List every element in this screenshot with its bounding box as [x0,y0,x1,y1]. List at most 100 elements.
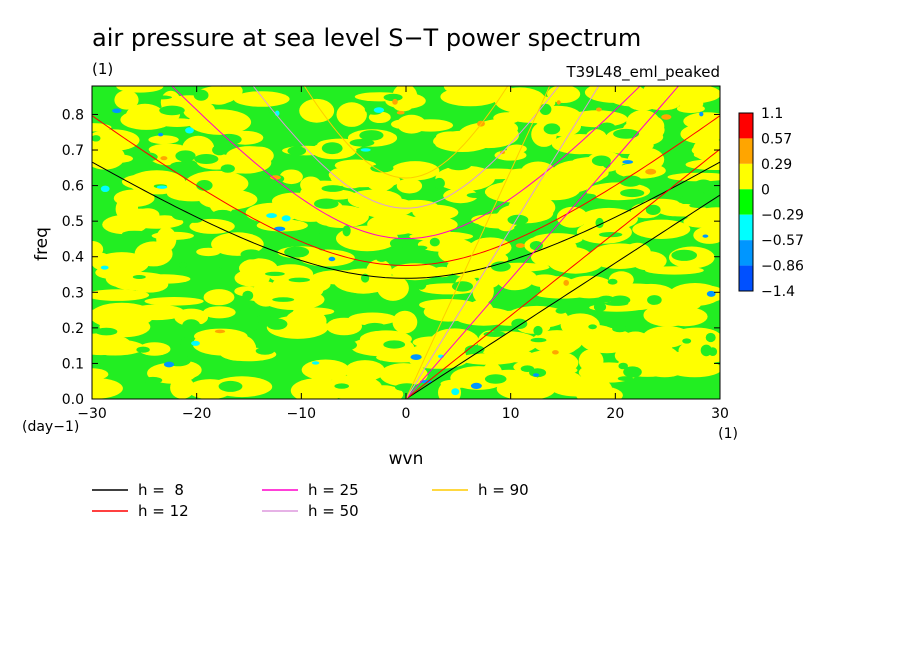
field-blob-positive [377,275,409,301]
field-blob-positive [115,196,139,222]
field-blob-negative [484,374,507,384]
field-blob-negative [539,103,552,115]
run-label: T39L48_eml_peaked [565,63,720,82]
colorbar-swatch [739,163,753,190]
field-blob-negative [212,209,233,219]
field-blob-negative [619,175,642,187]
field-blob-accent [470,382,482,389]
field-blob-positive [524,235,573,256]
legend-label: h = 8 [138,481,184,499]
dispersion-curve-h90 [303,86,509,179]
x-tick-label: 10 [502,406,520,422]
field-blob-negative [617,376,634,381]
field-blob-positive [151,231,194,240]
x-tick-label: 20 [606,406,624,422]
y-tick-label: 0.6 [62,179,84,195]
field-blob-positive [92,257,137,269]
dispersion-curve-h8 [405,194,720,399]
field-blob-negative [588,324,597,330]
field-blob-negative [530,337,547,343]
y-axis-label: freq [32,227,52,261]
field-blob-positive [667,360,720,378]
field-blob-positive [199,189,258,210]
field-blob-positive [300,176,322,194]
field-blob-negative [148,95,172,100]
field-blob-negative [429,237,440,247]
field-blob-positive [432,266,453,278]
colorbar-swatch [739,240,753,266]
x-axis: −30 −20 −10 0 10 20 30 [77,86,729,422]
field-blob-positive [277,278,324,301]
field-blob-positive [529,274,561,288]
field-blob-accent [270,175,281,180]
legend-label: h = 25 [308,481,359,499]
field-blob-positive [676,86,703,110]
field-blob-negative [414,245,428,250]
field-blob-positive [367,213,421,235]
colorbar-label: −0.29 [761,208,804,224]
field-blob-positive [433,130,492,152]
field-blob-negative [284,246,310,258]
field-blob-accent [396,110,405,115]
field-blob-positive [144,297,204,306]
field-blob-negative [680,196,689,204]
field-blob-positive [148,135,179,145]
field-blob-positive [576,386,623,399]
field-blob-positive [623,242,651,262]
field-blob-negative [216,257,241,270]
field-blob-negative [645,204,661,215]
colorbar-swatch [739,265,753,291]
colorbar-label: 0.57 [761,131,792,147]
field-blob-negative [445,158,472,171]
dispersion-curve-h12 [405,148,720,399]
field-blob-negative [193,89,209,101]
field-blob-negative [593,302,607,312]
field-blob-positive [405,227,451,236]
field-blob-positive [683,112,720,131]
field-blob-positive [392,310,418,334]
colorbar-label: 0.29 [761,157,792,173]
y-tick-label: 0.7 [62,143,84,159]
field-blob-positive [506,144,527,154]
field-blob-accent [185,127,194,134]
field-blob-positive [359,173,401,188]
legend-item-h8: h = 8 [92,481,184,499]
field-blob-positive [678,338,720,363]
legend-item-h90: h = 90 [432,481,529,499]
field-blob-negative [394,383,419,392]
field-blob-negative [490,261,511,272]
field-blob-positive [658,201,688,217]
field-blob-negative [122,230,148,237]
field-blobs [92,86,720,399]
field-blob-positive [693,137,720,162]
field-blob-positive [334,159,377,172]
field-blob-negative [334,383,350,389]
field-blob-accent [373,107,385,113]
x-axis-label: wvn [389,449,424,469]
dispersion-curve-h12 [92,115,720,267]
field-blob-positive [92,123,112,132]
field-blob-negative [708,347,718,356]
field-blob-positive [435,165,496,191]
field-blob-positive [443,86,482,95]
field-blob-accent [622,160,634,164]
field-blob-accent [451,388,460,396]
field-blob-positive [634,357,669,373]
y-tick-label: 0.2 [62,321,84,337]
field-blob-negative [433,177,445,189]
field-blob-negative [272,297,295,302]
x-tick-label: −10 [287,406,317,422]
field-blob-positive [92,241,104,258]
x-tick-label: −20 [182,406,212,422]
field-blob-negative [256,314,270,324]
field-blob-negative [389,238,407,249]
colorbar-label: 1.1 [761,106,783,122]
field-blob-positive [202,306,236,319]
y-tick-label: 0.0 [62,392,84,408]
field-blob-negative [452,281,473,292]
field-blob-negative [682,338,692,344]
field-blob-positive [502,174,553,195]
field-blob-positive [165,181,187,194]
field-blob-positive [685,285,720,303]
field-blob-negative [321,142,343,155]
